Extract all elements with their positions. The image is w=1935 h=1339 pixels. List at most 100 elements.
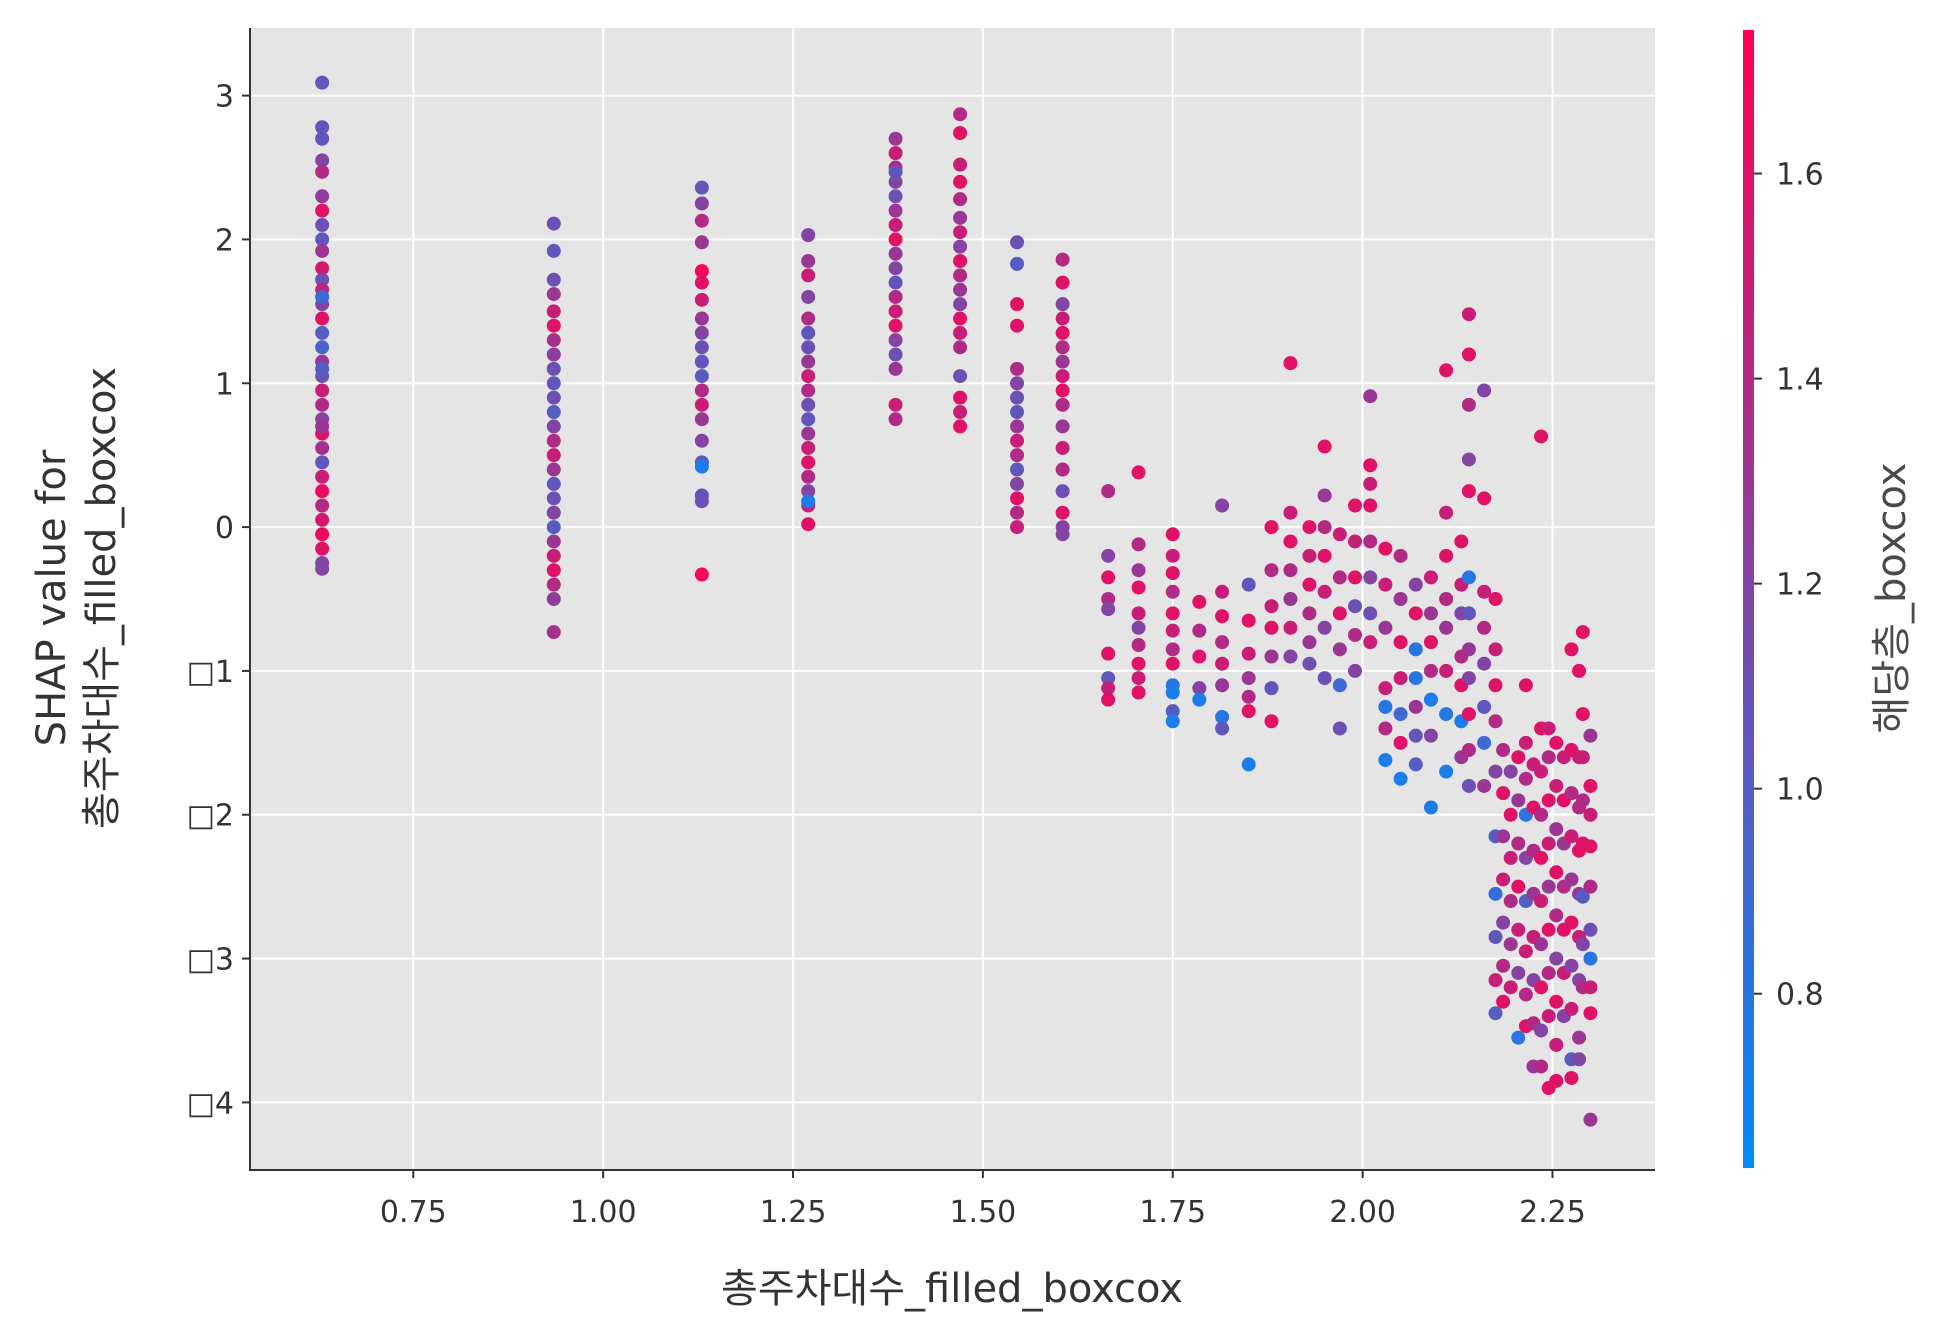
data-point: [1165, 714, 1180, 729]
data-point: [953, 239, 968, 254]
x-axis-title: 총주차대수_filled_boxcox: [721, 1266, 1183, 1312]
plot-area-background: [250, 28, 1655, 1170]
data-point: [1439, 620, 1454, 635]
data-point: [953, 340, 968, 355]
data-point: [1283, 563, 1298, 578]
x-tick-label: 1.50: [949, 1195, 1016, 1230]
data-point: [1488, 592, 1503, 606]
data-point: [1511, 750, 1526, 765]
data-point: [1055, 462, 1070, 477]
data-point: [1215, 721, 1230, 736]
data-point: [694, 369, 709, 384]
data-point: [1518, 678, 1533, 693]
data-point: [801, 383, 816, 398]
data-point: [315, 232, 330, 247]
data-point: [1010, 376, 1025, 391]
data-point: [546, 361, 561, 376]
data-point: [1518, 944, 1533, 959]
data-point: [1165, 606, 1180, 621]
data-point: [1055, 369, 1070, 384]
data-point: [1583, 879, 1598, 894]
data-point: [1496, 829, 1511, 844]
data-point: [1348, 570, 1363, 585]
data-point: [801, 311, 816, 326]
data-point: [1348, 627, 1363, 642]
data-point: [1503, 807, 1518, 822]
data-point: [315, 261, 330, 276]
data-point: [315, 397, 330, 412]
data-point: [1583, 1006, 1598, 1021]
data-point: [1423, 606, 1438, 621]
data-point: [1131, 671, 1146, 686]
data-point: [1408, 757, 1423, 772]
data-point: [888, 318, 903, 333]
data-point: [694, 196, 709, 211]
data-point: [1010, 390, 1025, 405]
data-point: [1393, 548, 1408, 563]
data-point: [1010, 256, 1025, 271]
data-point: [315, 203, 330, 218]
data-point: [1378, 699, 1393, 714]
data-point: [953, 254, 968, 269]
data-point: [1549, 1073, 1564, 1088]
data-point: [315, 440, 330, 455]
data-point: [1055, 325, 1070, 340]
data-point: [1378, 620, 1393, 635]
data-point: [1541, 793, 1556, 808]
data-point: [888, 174, 903, 189]
data-point: [1439, 764, 1454, 779]
data-point: [1503, 937, 1518, 952]
x-tick-label: 1.25: [760, 1195, 827, 1230]
data-point: [1055, 311, 1070, 326]
data-point: [1488, 1006, 1503, 1021]
x-tick-label: 1.00: [570, 1195, 637, 1230]
data-point: [1477, 656, 1492, 671]
data-point: [315, 325, 330, 340]
data-point: [1564, 872, 1579, 887]
data-point: [801, 268, 816, 283]
data-point: [1348, 498, 1363, 513]
data-point: [953, 225, 968, 240]
data-point: [1393, 707, 1408, 722]
data-point: [694, 340, 709, 355]
data-point: [1363, 534, 1378, 549]
data-point: [694, 433, 709, 448]
data-point: [315, 484, 330, 499]
data-point: [1541, 922, 1556, 937]
data-point: [1348, 534, 1363, 549]
data-point: [1215, 498, 1230, 513]
data-point: [953, 405, 968, 420]
data-point: [953, 210, 968, 225]
data-point: [315, 419, 330, 434]
data-point: [1488, 678, 1503, 693]
data-point: [546, 243, 561, 258]
data-point: [1302, 520, 1317, 535]
data-point: [1101, 592, 1116, 606]
data-point: [315, 361, 330, 376]
data-point: [1496, 743, 1511, 758]
data-point: [1317, 439, 1332, 454]
data-point: [1575, 750, 1590, 765]
data-point: [1518, 987, 1533, 1002]
data-point: [1572, 1052, 1587, 1067]
data-point: [694, 264, 709, 279]
data-point: [546, 491, 561, 506]
data-point: [1165, 584, 1180, 599]
data-point: [1549, 908, 1564, 923]
data-point: [1010, 361, 1025, 376]
data-point: [1055, 383, 1070, 398]
data-point: [546, 563, 561, 578]
data-point: [546, 390, 561, 405]
data-point: [694, 397, 709, 412]
y-tick-label: □4: [187, 1086, 234, 1121]
data-point: [1302, 577, 1317, 592]
data-point: [694, 180, 709, 195]
data-point: [546, 577, 561, 592]
data-point: [1583, 980, 1598, 995]
data-point: [315, 541, 330, 556]
data-point: [1101, 602, 1116, 617]
data-point: [1393, 771, 1408, 786]
data-point: [315, 272, 330, 287]
data-point: [1583, 807, 1598, 822]
data-point: [1283, 534, 1298, 549]
